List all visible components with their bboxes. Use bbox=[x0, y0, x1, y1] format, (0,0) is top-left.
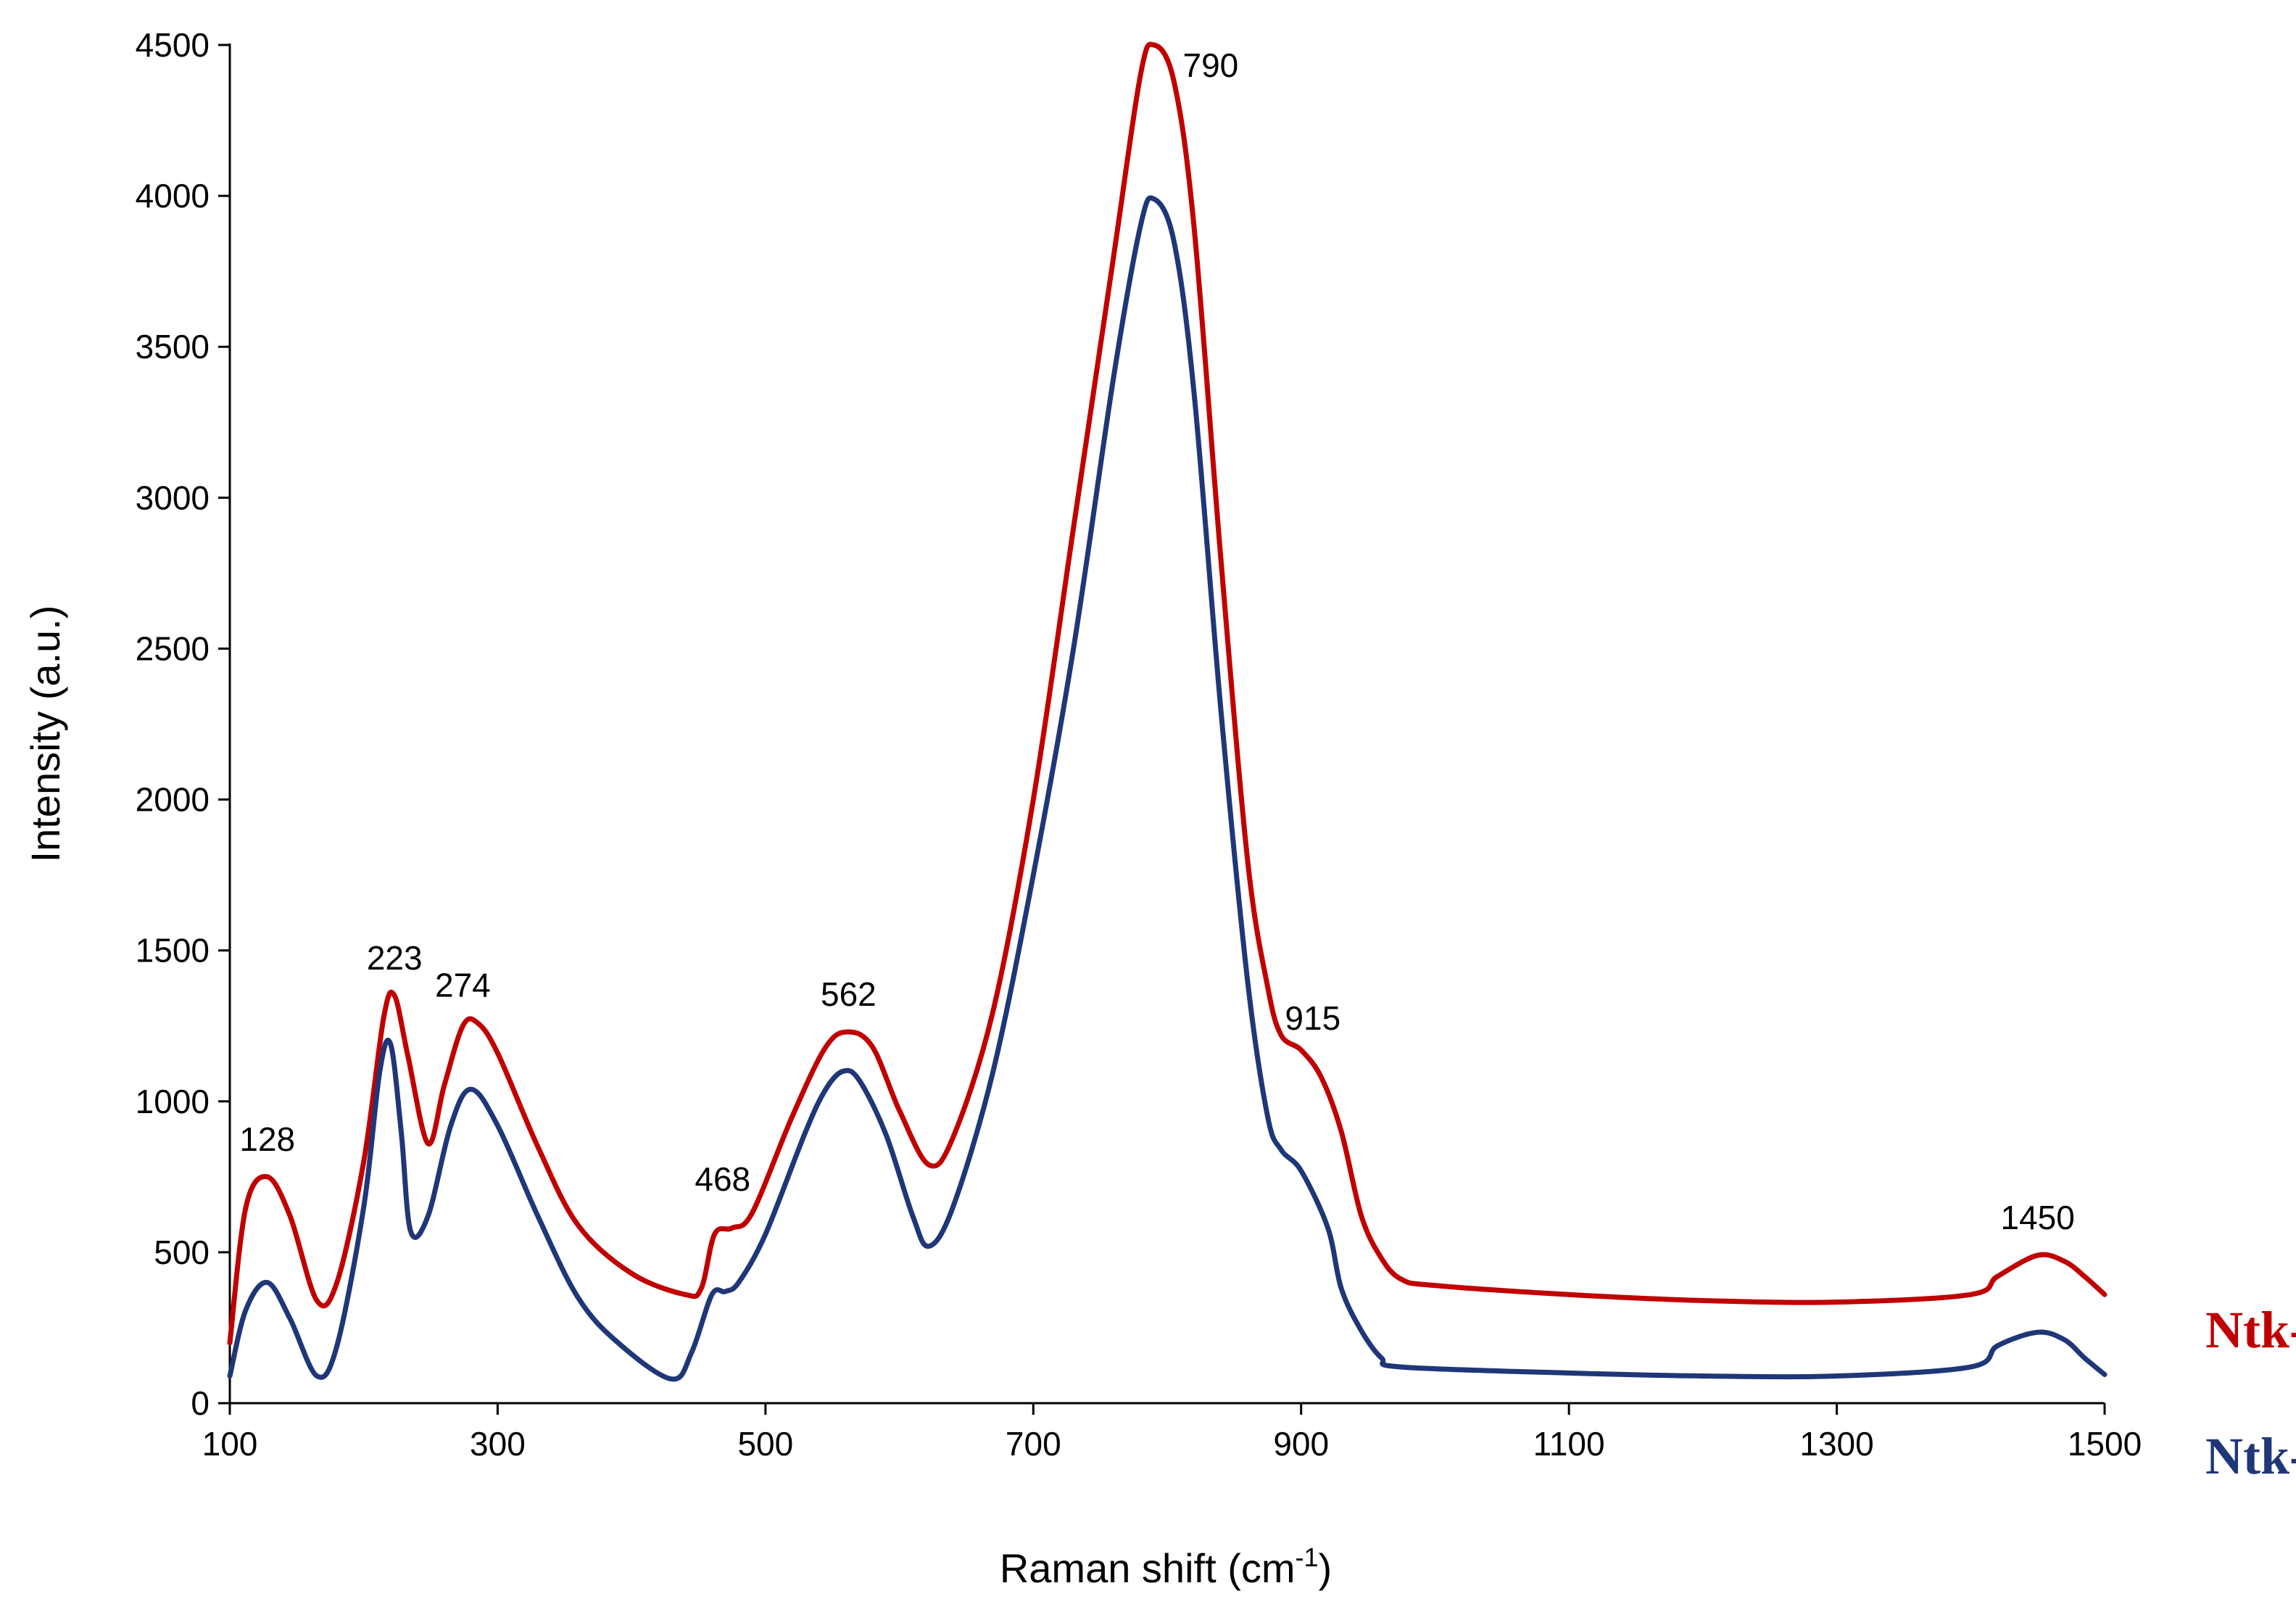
x-tick-label: 100 bbox=[202, 1425, 258, 1463]
series-layer bbox=[227, 41, 2108, 1382]
y-tick-label: 1000 bbox=[136, 1083, 210, 1120]
peak-label-1450: 1450 bbox=[2000, 1199, 2074, 1236]
x-tick-label: 900 bbox=[1273, 1425, 1329, 1463]
y-tick-label: 0 bbox=[191, 1384, 210, 1422]
peak-label-223: 223 bbox=[367, 939, 423, 977]
series-label-ntk-1: Ntk-1 bbox=[2205, 1427, 2296, 1485]
y-tick-label: 500 bbox=[154, 1233, 210, 1271]
x-tick-label: 300 bbox=[470, 1425, 526, 1463]
y-tick-label: 4000 bbox=[136, 177, 210, 215]
x-tick-label: 1500 bbox=[2068, 1425, 2142, 1463]
y-axis: 0 500 1000 1500 2000 2500 3000 3500 4000 4500 bbox=[136, 26, 231, 1422]
y-axis-title: Intensity (a.u.) bbox=[22, 606, 68, 863]
y-tick-label: 3500 bbox=[136, 328, 210, 365]
x-axis-title-close: ) bbox=[1319, 1545, 1333, 1591]
y-tick-label: 4500 bbox=[136, 26, 210, 64]
peak-label-562: 562 bbox=[821, 975, 876, 1013]
x-axis-title: Raman shift (cm-1) bbox=[1000, 1542, 1332, 1591]
series-label-ntk-2: Ntk-2 bbox=[2205, 1301, 2296, 1359]
peak-label-915: 915 bbox=[1285, 999, 1340, 1037]
x-axis-title-superscript: -1 bbox=[1295, 1542, 1318, 1572]
x-axis-title-main: Raman shift (cm bbox=[1000, 1545, 1296, 1591]
x-tick-label: 500 bbox=[737, 1425, 793, 1463]
peak-label-274: 274 bbox=[435, 967, 491, 1004]
x-tick-label: 1100 bbox=[1533, 1425, 1605, 1463]
y-tick-label: 2000 bbox=[136, 781, 210, 819]
series-line-ntk-1 bbox=[227, 195, 2108, 1382]
x-tick-label: 1300 bbox=[1799, 1425, 1873, 1463]
x-tick-label: 700 bbox=[1006, 1425, 1061, 1463]
peak-label-468: 468 bbox=[695, 1160, 750, 1198]
peak-label-128: 128 bbox=[239, 1120, 295, 1158]
y-tick-label: 3000 bbox=[136, 479, 210, 516]
peak-annotations: 128 223 274 468 562 790 915 1450 bbox=[239, 46, 2074, 1236]
y-tick-label: 2500 bbox=[136, 629, 210, 667]
series-line-ntk-2 bbox=[227, 41, 2108, 1346]
peak-label-790: 790 bbox=[1183, 46, 1239, 84]
x-axis: 100 300 500 700 900 1100 1300 1500 bbox=[202, 1402, 2142, 1463]
y-tick-label: 1500 bbox=[136, 932, 210, 970]
